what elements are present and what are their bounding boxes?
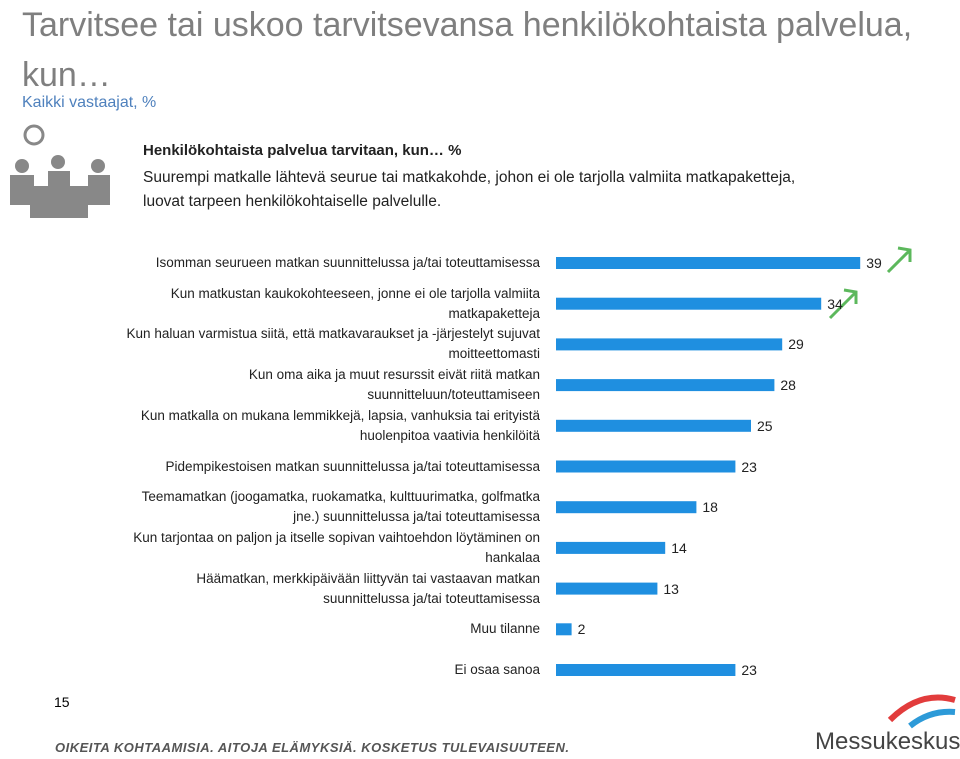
value-label: 34: [827, 295, 843, 312]
title: Tarvitsee tai uskoo tarvitsevansa henkil…: [22, 6, 913, 94]
category-label: Kun tarjontaa on paljon ja itselle sopiv…: [133, 529, 540, 565]
bar: [556, 541, 666, 554]
value-label: 23: [741, 662, 757, 678]
category-label: Muu tilanne: [470, 621, 540, 637]
note-text: Suurempi matkalle lähtevä seurue tai mat…: [143, 169, 796, 210]
page-number: 15: [54, 694, 70, 710]
bar: [556, 297, 822, 310]
category-label: Häämatkan, merkkipäivään liittyvän tai v…: [196, 570, 540, 606]
bar: [556, 460, 736, 473]
bar: [556, 623, 572, 636]
value-label: 25: [757, 417, 773, 434]
category-label: Ei osaa sanoa: [454, 662, 540, 677]
people-icon: [10, 124, 110, 218]
value-label: 23: [741, 458, 757, 475]
note-heading: Henkilökohtaista palvelua tarvitaan, kun…: [143, 142, 462, 159]
category-label: Kun oma aika ja muut resurssit eivät rii…: [248, 367, 540, 403]
logo: Messukeskus: [815, 728, 960, 755]
value-label: 28: [780, 377, 796, 394]
bar: [556, 338, 783, 351]
category-label: Kun haluan varmistua siitä, että matkava…: [126, 326, 540, 362]
category-label: Pidempikestoisen matkan suunnittelussa j…: [165, 458, 540, 474]
value-label: 18: [702, 499, 718, 516]
category-label: Teemamatkan (joogamatka, ruokamatka, kul…: [141, 489, 540, 525]
value-label: 2: [577, 621, 586, 638]
value-label: 13: [663, 580, 679, 597]
bar: [556, 501, 697, 514]
value-label: 39: [866, 255, 882, 271]
value-label: 29: [788, 336, 804, 353]
footer-slogan: OIKEITA KOHTAAMISIA. AITOJA ELÄMYKSIÄ. K…: [55, 740, 570, 755]
category-label: Kun matkalla on mukana lemmikkejä, lapsi…: [140, 407, 540, 443]
bar: [556, 582, 658, 595]
logo-mark: [887, 694, 956, 729]
category-label: Isomman seurueen matkan suunnittelussa j…: [155, 255, 540, 270]
bar: [556, 419, 751, 432]
subtitle: Kaikki vastaajat, %: [22, 94, 157, 111]
bar: [556, 257, 861, 269]
bar: [556, 379, 775, 392]
category-label: Kun matkustan kaukokohteeseen, jonne ei …: [170, 285, 540, 321]
value-label: 14: [671, 539, 687, 556]
bar: [556, 664, 736, 676]
arrow: [828, 246, 912, 320]
